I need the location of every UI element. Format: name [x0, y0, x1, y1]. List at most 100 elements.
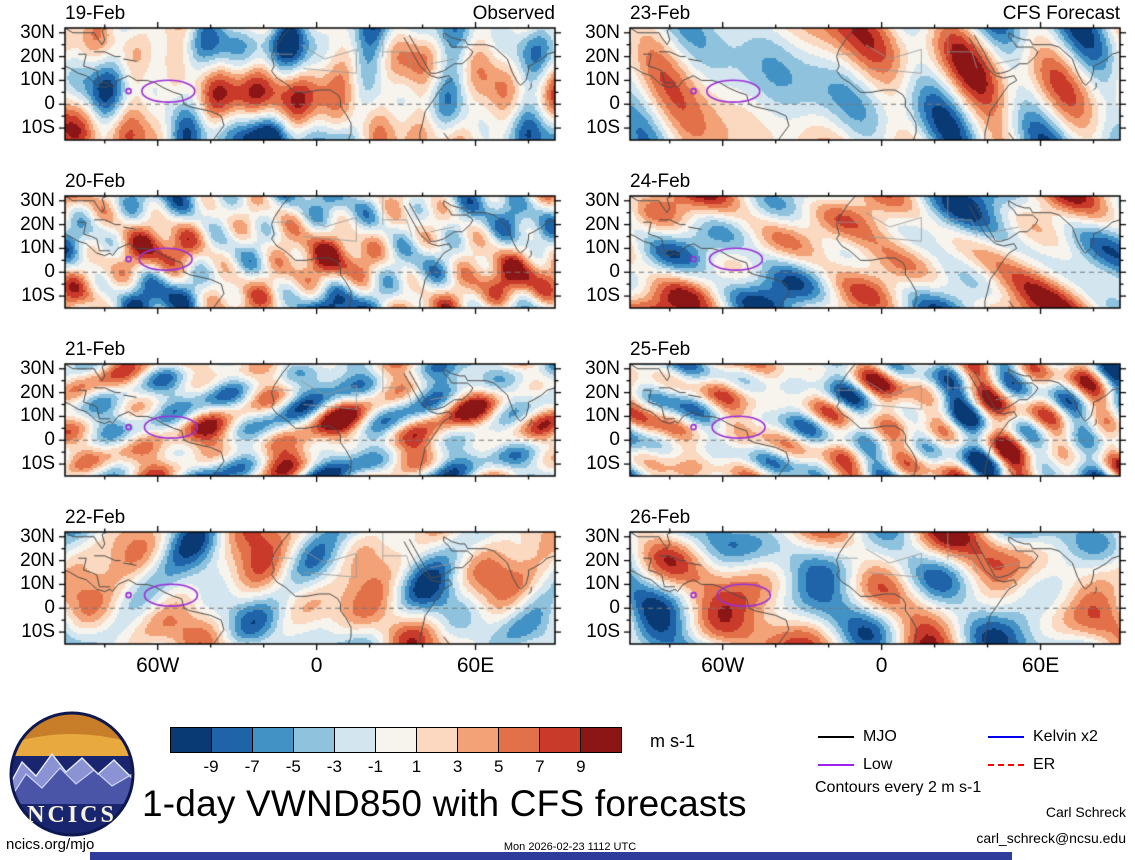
colorbar-tick-label: 3: [452, 757, 463, 776]
colorbar-tick-label: 5: [493, 757, 504, 776]
x-tick-label: 60E: [456, 654, 495, 677]
y-tick-label: 20N: [20, 213, 55, 235]
panel-title-row: 24-Feb: [630, 169, 1120, 193]
colorbar-segment: [334, 728, 375, 752]
colorbar-segment: [539, 728, 580, 752]
y-tick-label: 10N: [20, 573, 55, 595]
y-tick-label: 10S: [586, 453, 620, 475]
y-tick-label: 20N: [20, 45, 55, 67]
legend-label: Low: [863, 756, 893, 773]
colorbar-tick-label: -5: [285, 757, 301, 776]
colorbar-segment: [252, 728, 293, 752]
y-tick-label: 30N: [20, 357, 55, 379]
panel-title-row: 21-Feb: [65, 337, 555, 361]
panel-map-canvas: [57, 524, 563, 652]
colorbar-tick-label: -3: [326, 757, 342, 776]
y-tick-label: 30N: [585, 189, 620, 211]
colorbar-segment: [580, 728, 621, 752]
colorbar-tick-label: -9: [203, 757, 219, 776]
colorbar: [170, 727, 622, 753]
y-tick-label: 10N: [585, 573, 620, 595]
y-tick-label: 30N: [20, 189, 55, 211]
y-tick-label: 30N: [585, 357, 620, 379]
colorbar-segment: [416, 728, 457, 752]
panel-title-row: 23-Feb CFS Forecast: [630, 1, 1120, 25]
legend-line-mjo: [818, 736, 854, 738]
y-tick-label: 0: [44, 261, 55, 283]
legend-line-er: [988, 764, 1024, 766]
panel-date: 23-Feb: [630, 3, 691, 24]
timestamp: Mon 2026-02-23 1112 UTC: [503, 841, 637, 853]
author-email: carl_schreck@ncsu.edu: [976, 830, 1126, 846]
y-tick-label: 10S: [586, 621, 620, 643]
colorbar-tick-label: 7: [535, 757, 545, 776]
y-tick-label: 10S: [21, 453, 55, 475]
legend-label: ER: [1033, 756, 1056, 773]
y-tick-label: 0: [609, 597, 620, 619]
panel-date: 26-Feb: [630, 507, 691, 528]
y-tick-label: 0: [44, 429, 55, 451]
panel-title-row: 20-Feb: [65, 169, 555, 193]
legend-item-mjo: MJO: [818, 727, 897, 747]
y-tick-label: 20N: [20, 549, 55, 571]
column-header: Observed: [472, 3, 555, 24]
y-tick-label: 0: [609, 261, 620, 283]
colorbar-tick-label: 1: [411, 757, 422, 776]
legend-label: MJO: [863, 728, 897, 745]
panel-map-canvas: [622, 356, 1128, 484]
y-tick-label: 10N: [20, 69, 55, 91]
y-tick-label: 30N: [585, 525, 620, 547]
colorbar-units-label: m s-1: [650, 731, 695, 751]
colorbar-tick-label: -1: [367, 757, 384, 776]
colorbar-tick-label: -7: [244, 757, 260, 776]
panel-date: 19-Feb: [65, 3, 126, 24]
x-tick-label: 60W: [701, 654, 745, 677]
panel-title-row: 19-Feb Observed: [65, 1, 555, 25]
y-tick-label: 10S: [21, 285, 55, 307]
y-tick-label: 10N: [585, 405, 620, 427]
colorbar-segment: [171, 728, 211, 752]
panel-title-row: 25-Feb: [630, 337, 1120, 361]
column-header: CFS Forecast: [1002, 3, 1120, 24]
legend-item-kelvin-x2: Kelvin x2: [988, 727, 1098, 747]
logo-text: NCICS: [27, 802, 117, 828]
panel-map-canvas: [622, 20, 1128, 148]
y-tick-label: 10S: [21, 621, 55, 643]
colorbar-segment: [457, 728, 498, 752]
colorbar-segment: [375, 728, 416, 752]
x-tick-label: 60W: [136, 654, 180, 677]
colorbar-tick-label: 9: [576, 757, 586, 776]
panel-date: 20-Feb: [65, 171, 126, 192]
panel-date: 25-Feb: [630, 339, 691, 360]
bottom-bar: [90, 852, 1012, 860]
y-tick-label: 20N: [20, 381, 55, 403]
panel-title-row: 26-Feb: [630, 505, 1120, 529]
legend-item-er: ER: [988, 755, 1055, 775]
x-tick-label: 0: [875, 654, 888, 677]
panel-date: 21-Feb: [65, 339, 126, 360]
y-tick-label: 0: [44, 93, 55, 115]
legend-label: Kelvin x2: [1033, 728, 1098, 745]
legend-line-low: [818, 764, 854, 766]
panel-map-canvas: [57, 20, 563, 148]
y-tick-label: 10S: [586, 117, 620, 139]
contour-interval-note: Contours every 2 m s-1: [815, 779, 982, 796]
panel-date: 24-Feb: [630, 171, 691, 192]
author-name: Carl Schreck: [1045, 804, 1126, 820]
panel-title-row: 22-Feb: [65, 505, 555, 529]
page-title: 1-day VWND850 with CFS forecasts: [142, 783, 747, 824]
colorbar-segment: [211, 728, 252, 752]
ncics-logo: NCICS: [9, 711, 135, 837]
y-tick-label: 20N: [585, 549, 620, 571]
y-tick-label: 30N: [585, 21, 620, 43]
y-tick-label: 10S: [586, 285, 620, 307]
panel-map-canvas: [622, 188, 1128, 316]
x-tick-label: 0: [310, 654, 323, 677]
y-tick-label: 0: [609, 429, 620, 451]
panel-map-canvas: [57, 188, 563, 316]
y-tick-label: 30N: [20, 525, 55, 547]
y-tick-label: 0: [609, 93, 620, 115]
y-tick-label: 20N: [585, 213, 620, 235]
panel-map-canvas: [622, 524, 1128, 652]
y-tick-label: 10S: [21, 117, 55, 139]
